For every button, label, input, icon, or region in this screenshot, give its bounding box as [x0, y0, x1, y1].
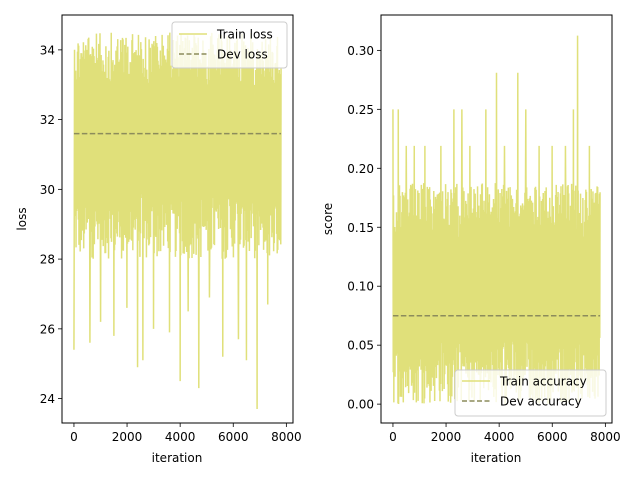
- score-x-ticks: 0 2000 4000 6000 8000: [389, 423, 621, 444]
- legend-label-train-loss: Train loss: [216, 28, 273, 42]
- loss-legend: Train loss Dev loss: [171, 21, 288, 69]
- loss-train-series-line: [73, 32, 282, 410]
- loss-chart: 0 2000 4000 6000 8000 24 26 28 30 32 34 iteration…: [15, 14, 302, 465]
- score-y-tick-label: 0.00: [347, 398, 374, 412]
- score-train-series-line: [392, 35, 601, 405]
- score-legend: Train accuracy Dev accuracy: [454, 369, 607, 417]
- score-y-tick-label: 0.10: [347, 280, 374, 294]
- score-axes-frame: [380, 14, 613, 424]
- loss-x-tick-label: 4000: [165, 430, 196, 444]
- loss-y-axis-label: loss: [15, 207, 29, 230]
- score-chart: 0 2000 4000 6000 8000 0.000.050.100.150.200.…: [321, 14, 621, 465]
- score-y-tick-label: 0.20: [347, 162, 374, 176]
- loss-x-tick-label: 0: [70, 430, 78, 444]
- loss-x-axis-label: iteration: [152, 451, 203, 465]
- legend-label-train-accuracy: Train accuracy: [499, 375, 587, 389]
- loss-y-ticks: 24 26 28 30 32 34: [40, 43, 62, 406]
- score-y-tick-label: 0.15: [347, 221, 374, 235]
- loss-x-tick-label: 2000: [112, 430, 143, 444]
- loss-y-tick-label: 32: [40, 113, 55, 127]
- score-x-axis-label: iteration: [471, 451, 522, 465]
- score-x-tick-label: 6000: [537, 430, 568, 444]
- score-y-axis-label: score: [321, 203, 335, 235]
- loss-y-tick-label: 34: [40, 43, 55, 57]
- score-y-tick-label: 0.30: [347, 44, 374, 58]
- score-x-tick-label: 8000: [590, 430, 621, 444]
- legend-label-dev-loss: Dev loss: [217, 48, 268, 62]
- loss-x-tick-label: 6000: [218, 430, 249, 444]
- loss-x-ticks: 0 2000 4000 6000 8000: [70, 423, 302, 444]
- loss-y-tick-label: 28: [40, 253, 55, 267]
- loss-x-tick-label: 8000: [271, 430, 302, 444]
- score-plot-area: [392, 35, 601, 405]
- loss-plot-area: [73, 32, 282, 410]
- loss-y-tick-label: 24: [40, 392, 55, 406]
- loss-y-tick-label: 30: [40, 183, 55, 197]
- loss-y-tick-label: 26: [40, 322, 55, 336]
- score-y-tick-label: 0.25: [347, 103, 374, 117]
- score-x-tick-label: 2000: [431, 430, 462, 444]
- score-x-tick-label: 4000: [484, 430, 515, 444]
- score-y-tick-label: 0.05: [347, 339, 374, 353]
- score-y-ticks: 0.00 0.05 0.10 0.15 0.20 0.25 0.30: [347, 44, 381, 412]
- legend-label-dev-accuracy: Dev accuracy: [500, 395, 582, 409]
- score-x-tick-label: 0: [389, 430, 397, 444]
- loss-axes-frame: [61, 14, 294, 424]
- score-legend-box: [454, 369, 607, 417]
